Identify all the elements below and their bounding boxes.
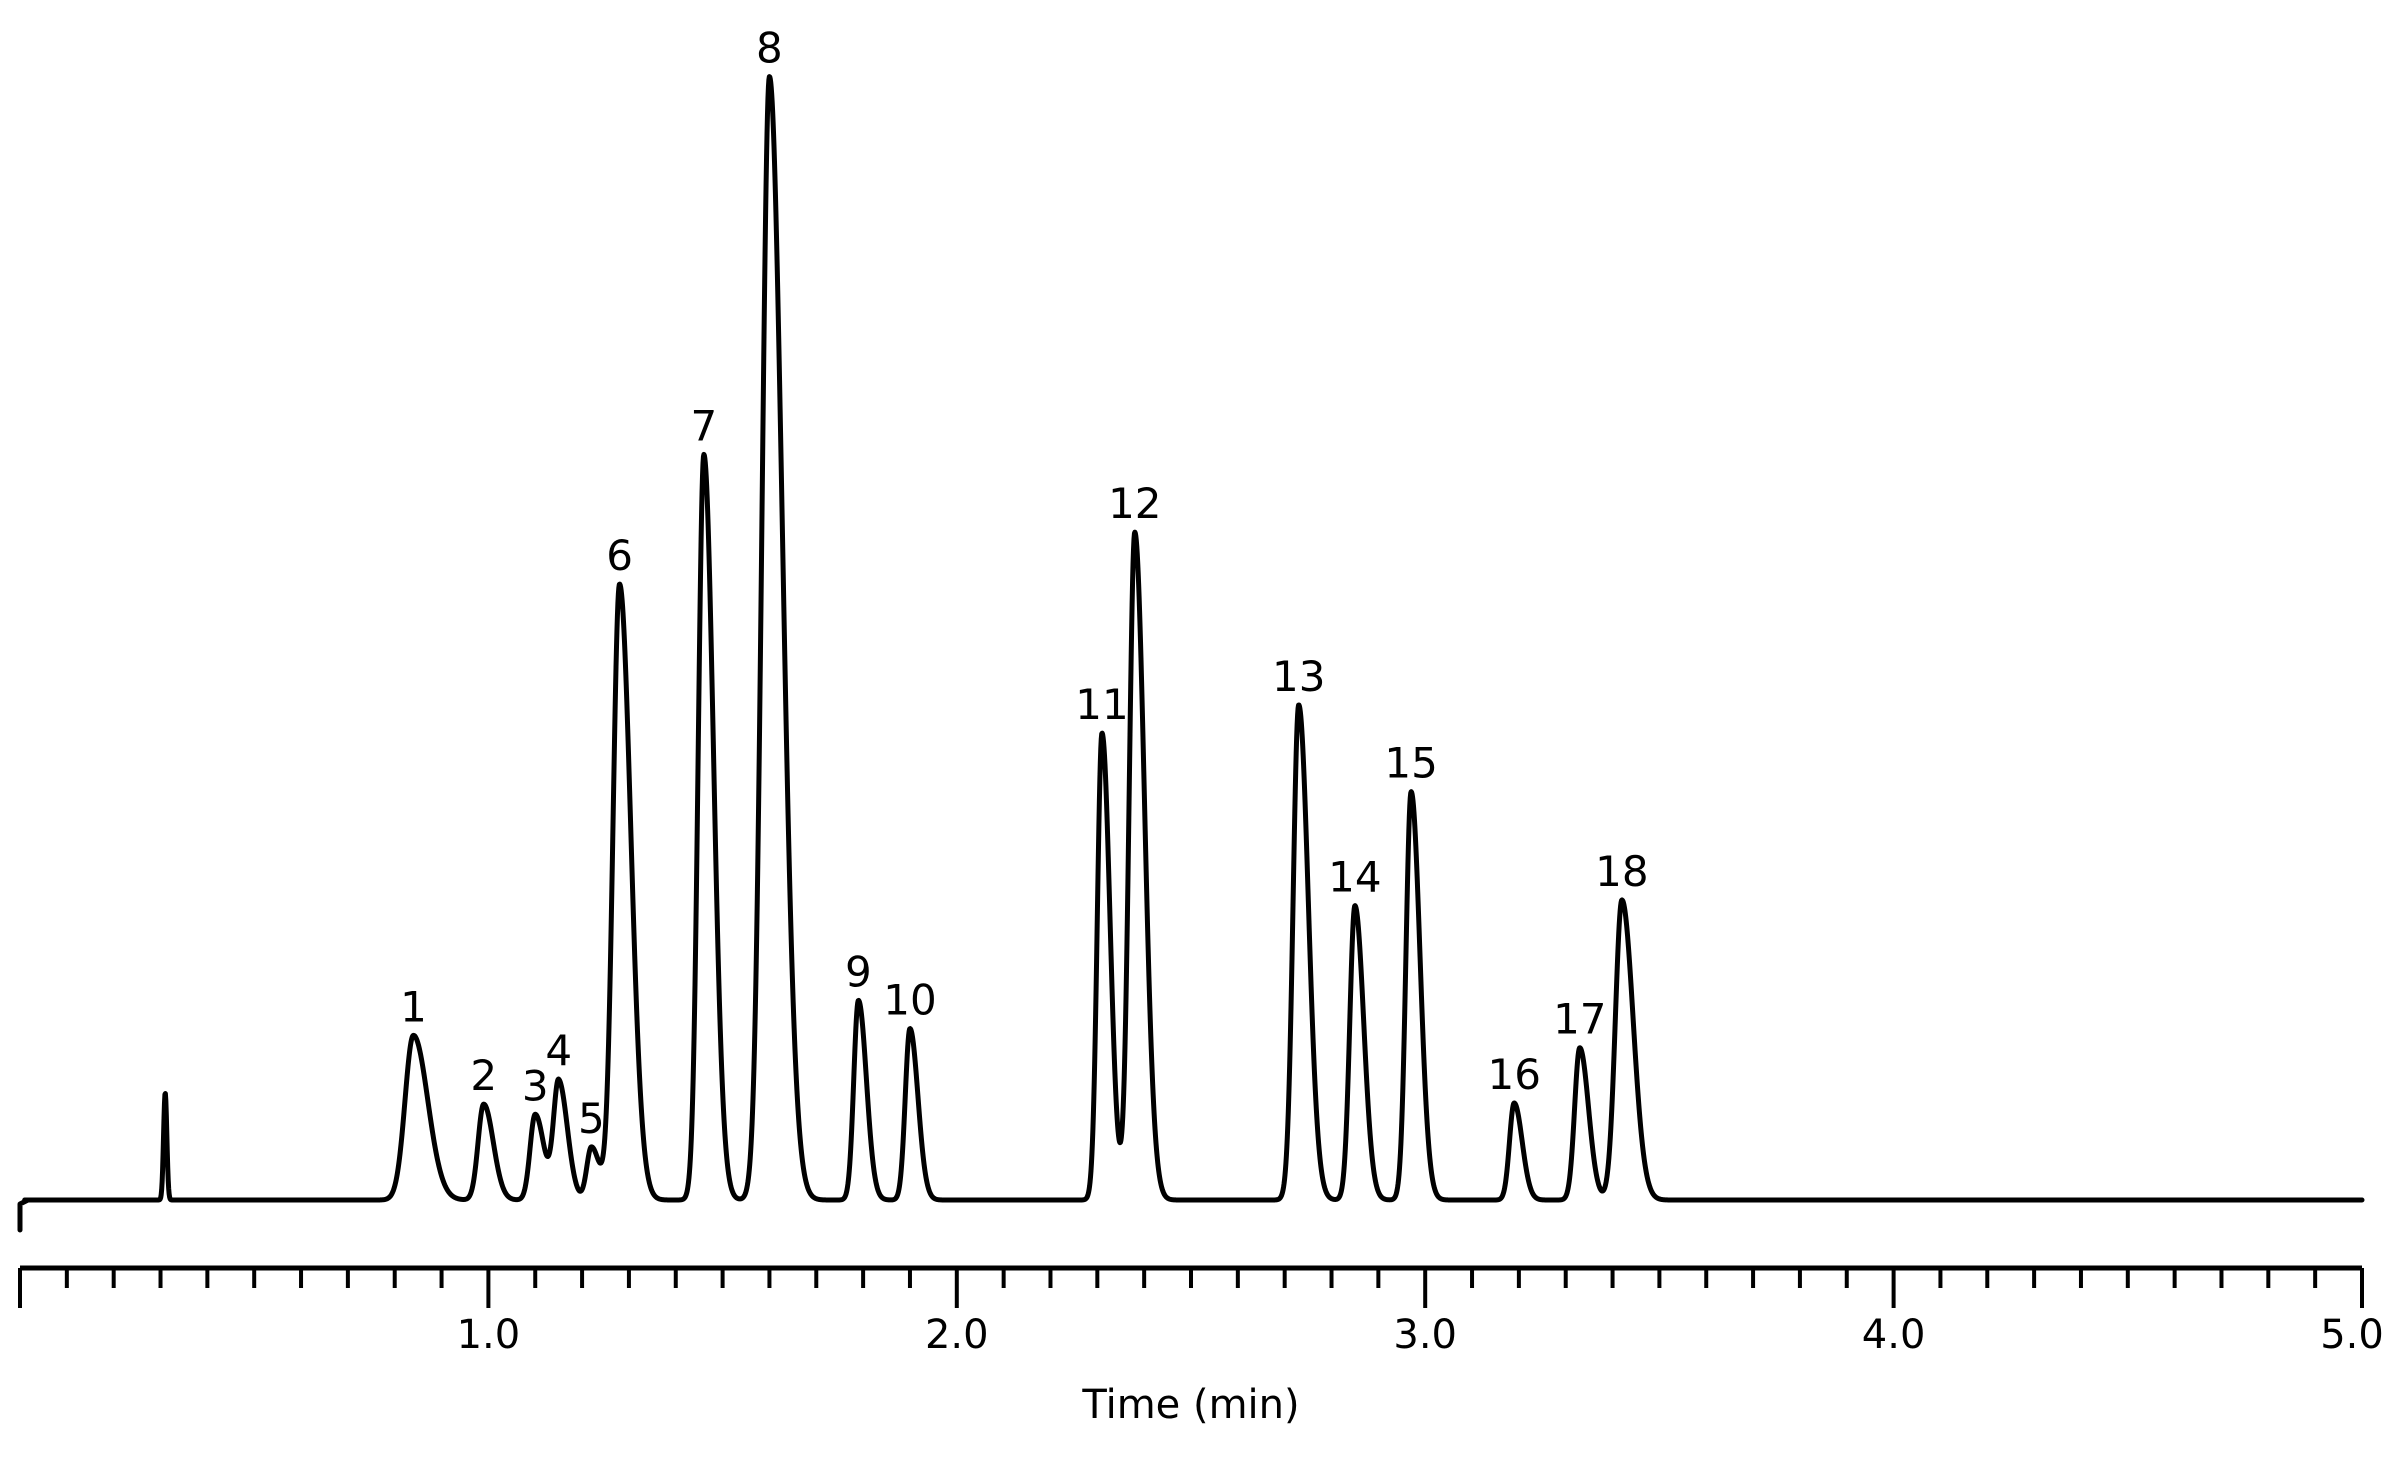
peak-label-11: 11 [1075, 680, 1128, 729]
peak-label-14: 14 [1328, 853, 1381, 902]
x-axis: 1.0 2.0 3.0 4.0 5.0 [18, 1265, 2384, 1358]
x-tick-label: 1.0 [457, 1312, 521, 1358]
peak-label-8: 8 [756, 24, 783, 73]
peak-label-2: 2 [470, 1051, 497, 1100]
peak-label-15: 15 [1384, 739, 1437, 788]
x-tick-label: 3.0 [1393, 1312, 1457, 1358]
peak-label-16: 16 [1487, 1050, 1540, 1099]
x-tick-labels: 1.0 2.0 3.0 4.0 5.0 [457, 1312, 2384, 1358]
peak-label-7: 7 [691, 401, 718, 450]
x-tick-label: 5.0 [2320, 1312, 2384, 1358]
x-tick-label: 4.0 [1862, 1312, 1926, 1358]
peak-label-3: 3 [522, 1061, 549, 1110]
peak-label-4: 4 [545, 1026, 572, 1075]
x-axis-title: Time (min) [1081, 1382, 1299, 1428]
chromatogram-trace [17, 74, 2365, 1233]
peak-label-10: 10 [883, 976, 936, 1025]
x-tick-label: 2.0 [925, 1312, 989, 1358]
peak-label-17: 17 [1553, 995, 1606, 1044]
peak-label-5: 5 [578, 1094, 605, 1143]
peak-label-9: 9 [845, 947, 872, 996]
peak-label-13: 13 [1272, 652, 1325, 701]
peak-label-12: 12 [1108, 479, 1161, 528]
peak-label-18: 18 [1595, 847, 1648, 896]
peak-label-1: 1 [400, 982, 427, 1031]
x-ticks [18, 1268, 2364, 1308]
peak-label-6: 6 [606, 531, 633, 580]
